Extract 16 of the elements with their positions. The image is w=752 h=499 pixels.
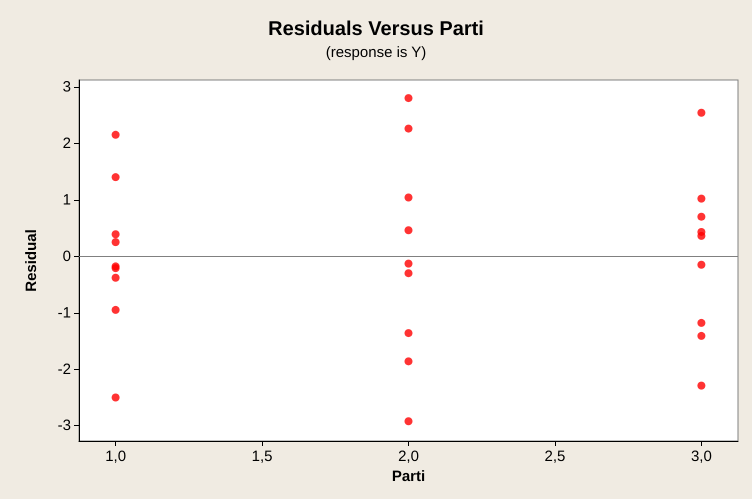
chart-subtitle: (response is Y) [326,44,426,61]
y-tick-label: 0 [62,248,71,265]
x-axis-title: Parti [392,468,426,485]
y-tick-label: -3 [58,417,71,434]
x-tick-label: 2,0 [398,448,419,465]
y-tick-label: 3 [62,78,71,96]
y-axis-title: Residual [23,229,40,292]
chart-title: Residuals Versus Parti [268,18,484,40]
y-tick-label: -1 [58,304,71,322]
x-tick-label: 2,5 [544,448,566,465]
x-tick-label: 3,0 [690,448,712,465]
x-tick-label: 1,0 [105,448,126,465]
y-tick-label: 2 [62,134,71,152]
y-tick-label: -2 [58,360,71,378]
y-tick-label: 1 [62,191,71,208]
x-tick-label: 1,5 [252,448,272,465]
